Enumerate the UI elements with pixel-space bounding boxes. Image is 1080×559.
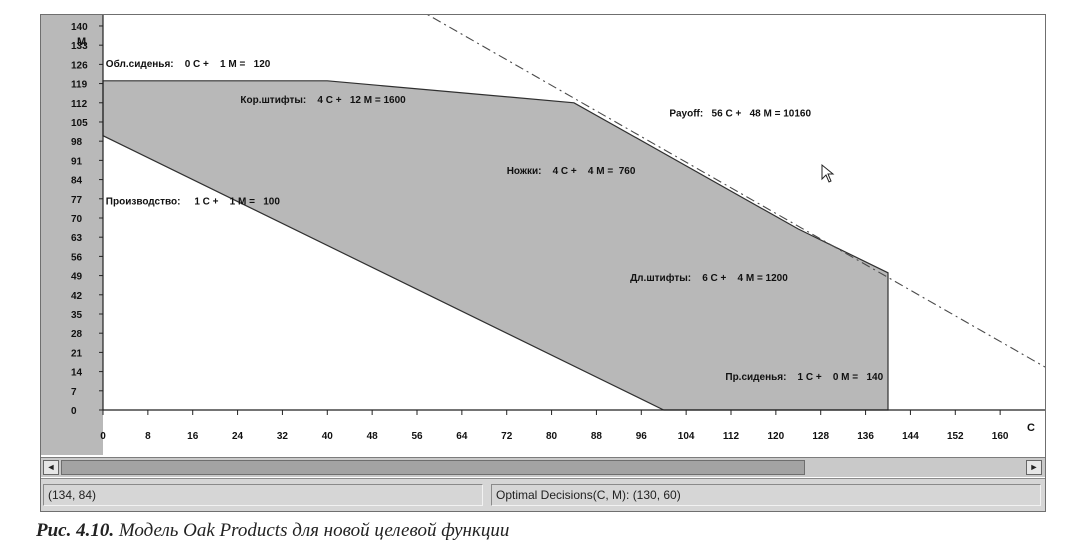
y-tick-label: 7 <box>71 387 77 398</box>
constraint-label: Ножки: 4 C + 4 M = 760 <box>507 166 636 177</box>
y-tick-label: 28 <box>71 329 83 340</box>
y-tick-label: 49 <box>71 272 83 283</box>
x-tick-label: 128 <box>812 431 829 442</box>
x-tick-label: 136 <box>857 431 874 442</box>
x-tick-label: 8 <box>145 431 151 442</box>
y-tick-label: 63 <box>71 233 83 244</box>
x-tick-label: 24 <box>232 431 244 442</box>
feasible-region <box>102 80 889 411</box>
y-tick-label: 42 <box>71 291 83 302</box>
x-tick-label: 120 <box>768 431 785 442</box>
constraint-label: Пр.сиденья: 1 C + 0 M = 140 <box>725 372 883 383</box>
constraint-label: Payoff: 56 C + 48 M = 10160 <box>669 108 811 119</box>
cursor-coordinates: (134, 84) <box>43 484 483 506</box>
y-tick-label: 84 <box>71 176 83 187</box>
x-tick-label: 0 <box>100 431 106 442</box>
y-tick-label: 98 <box>71 137 83 148</box>
x-tick-label: 64 <box>456 431 468 442</box>
x-tick-label: 56 <box>411 431 423 442</box>
x-tick-label: 96 <box>636 431 648 442</box>
y-tick-label: 70 <box>71 214 83 225</box>
y-tick-label: 133 <box>71 41 88 52</box>
y-tick-label: 14 <box>71 368 83 379</box>
x-tick-label: 104 <box>678 431 695 442</box>
y-tick-label: 0 <box>71 406 77 417</box>
horizontal-scrollbar[interactable]: ◄ ► <box>41 457 1045 477</box>
lp-graph-window: 0 7 14 21 28 35 42 49 56 63 70 77 84 91 98 105 112 119 126… <box>40 14 1046 512</box>
x-tick-label: 112 <box>723 431 740 442</box>
y-tick-label: 126 <box>71 60 88 71</box>
scroll-right-arrow-icon[interactable]: ► <box>1026 460 1042 475</box>
y-tick-label: 140 <box>71 22 88 33</box>
y-tick-label: 105 <box>71 118 88 129</box>
caption-text: Модель Oak Products для новой целевой фу… <box>118 520 510 541</box>
scroll-left-arrow-icon[interactable]: ◄ <box>43 460 59 475</box>
y-tick-label: 35 <box>71 310 83 321</box>
x-axis-title: C <box>1027 422 1035 434</box>
figure-caption: Рис. 4.10. Модель Oak Products для новой… <box>36 520 1036 542</box>
optimal-decisions: Optimal Decisions(C, M): (130, 60) <box>491 484 1041 506</box>
feasible-region-chart: 0 7 14 21 28 35 42 49 56 63 70 77 84 91 98 105 112 119 126… <box>71 15 1045 442</box>
constraint-label: Обл.сиденья: 0 C + 1 M = 120 <box>106 58 271 70</box>
constraint-label: Производство: 1 C + 1 M = 100 <box>106 196 281 207</box>
y-tick-label: 91 <box>71 156 83 167</box>
x-tick-label: 72 <box>501 431 513 442</box>
y-tick-label: 119 <box>71 80 88 91</box>
caption-number: Рис. 4.10. <box>36 520 115 541</box>
constraint-label: Дл.штифты: 6 C + 4 M = 1200 <box>630 272 788 284</box>
x-tick-label: 32 <box>277 431 289 442</box>
payoff-line <box>427 15 1045 368</box>
x-tick-label: 16 <box>187 431 199 442</box>
y-axis-band <box>41 15 103 455</box>
mouse-cursor-icon <box>821 163 835 183</box>
status-bar: (134, 84) Optimal Decisions(C, M): (130,… <box>41 478 1045 511</box>
y-tick-label: 21 <box>71 348 83 359</box>
y-tick-label: 77 <box>71 195 83 206</box>
x-tick-label: 88 <box>591 431 603 442</box>
x-tick-label: 152 <box>947 431 964 442</box>
y-tick-label: 112 <box>71 99 88 110</box>
x-tick-label: 80 <box>546 431 558 442</box>
y-tick-label: 56 <box>71 252 83 263</box>
x-tick-label: 144 <box>902 431 919 442</box>
x-tick-label: 160 <box>992 431 1009 442</box>
scroll-thumb[interactable] <box>61 460 805 475</box>
constraint-label: Кор.штифты: 4 C + 12 M = 1600 <box>240 94 406 106</box>
x-tick-label: 48 <box>367 431 379 442</box>
y-axis-title: M <box>77 36 86 48</box>
x-tick-label: 40 <box>322 431 334 442</box>
